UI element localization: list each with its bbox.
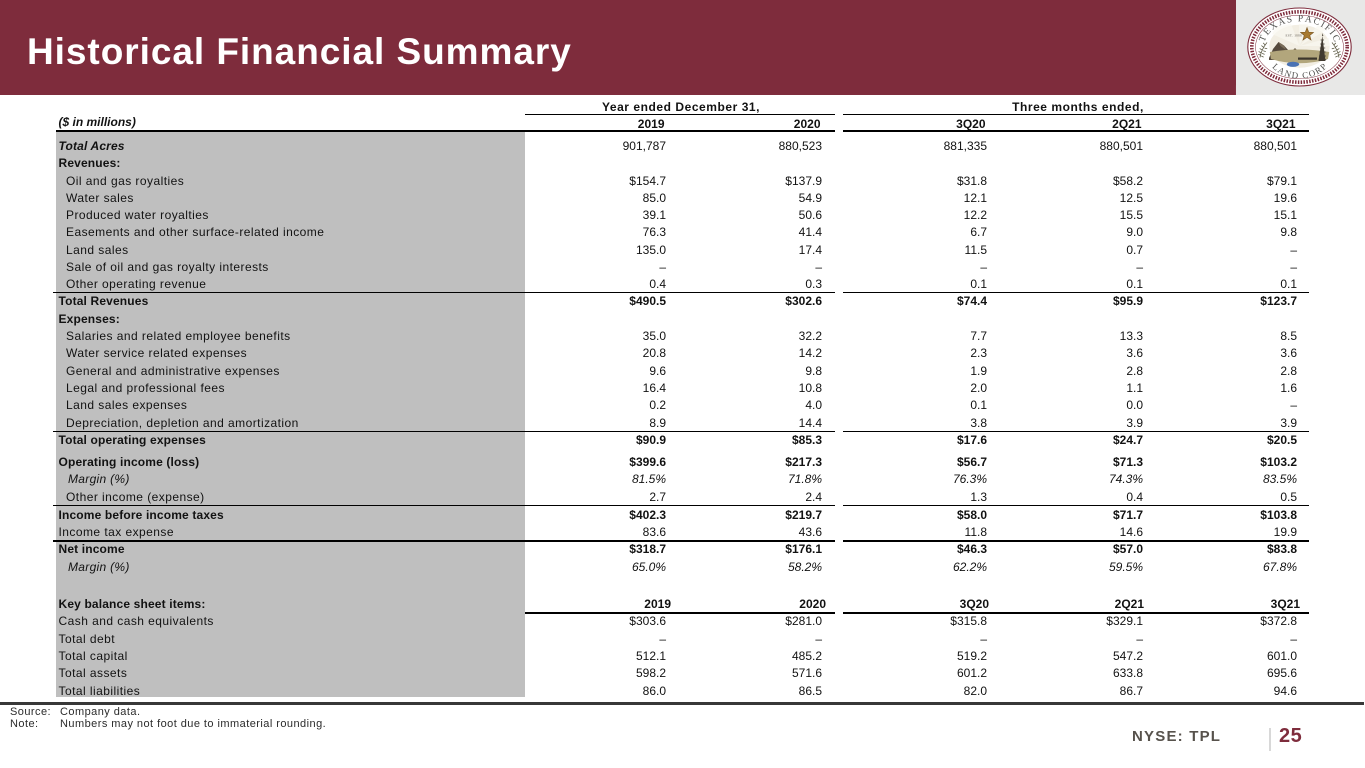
svg-text:EST. 1888: EST. 1888 [1285,33,1302,37]
